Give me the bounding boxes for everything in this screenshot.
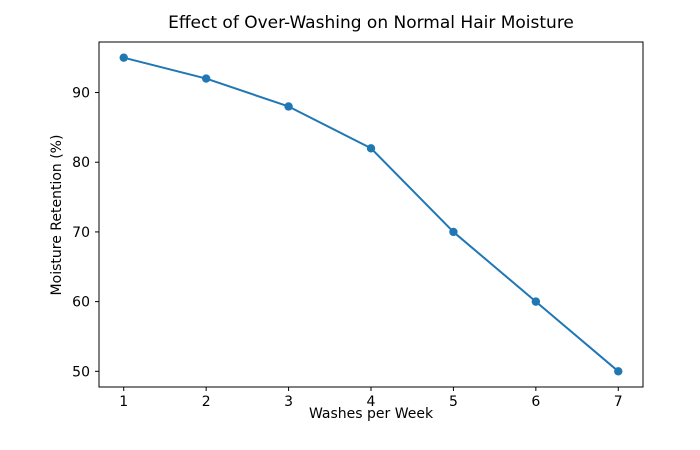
- data-point: [366, 144, 376, 153]
- x-tick-label: 2: [202, 394, 211, 410]
- plot-border: [98, 41, 644, 388]
- y-tick-label: 80: [72, 155, 90, 171]
- y-tick-label: 50: [72, 364, 90, 380]
- data-point: [201, 74, 211, 83]
- x-axis-label: Washes per Week: [308, 406, 434, 422]
- x-tick-label: 3: [284, 394, 293, 410]
- x-tick-label: 6: [531, 394, 540, 410]
- data-point: [119, 53, 128, 62]
- x-tick-label: 4: [367, 394, 376, 410]
- x-tick-label: 7: [614, 394, 623, 410]
- y-tick-label: 60: [72, 295, 90, 311]
- y-tick-label: 70: [72, 225, 90, 241]
- line-series: [122, 56, 620, 373]
- x-tick-label: 1: [119, 394, 128, 410]
- data-point: [531, 297, 541, 306]
- chart-title: Effect of Over-Washing on Normal Hair Mo…: [168, 13, 574, 33]
- y-tick-label: 90: [72, 86, 90, 102]
- data-point: [449, 227, 458, 237]
- data-point: [284, 102, 293, 111]
- y-axis-label: Moisture Retention (%): [49, 134, 65, 296]
- x-tick-label: 5: [449, 394, 458, 410]
- data-point: [614, 367, 623, 376]
